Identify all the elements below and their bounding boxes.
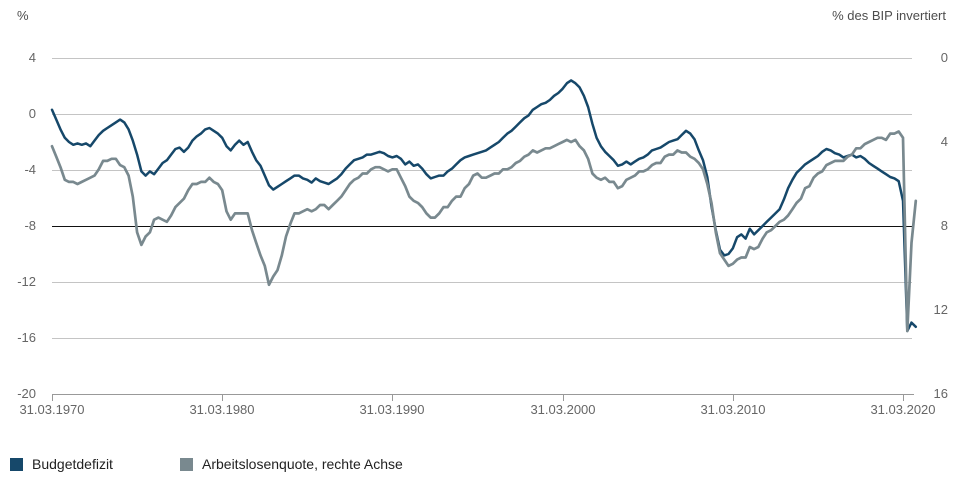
x-axis-tick	[903, 394, 904, 401]
x-tick-label: 31.03.2000	[530, 402, 596, 417]
right-tick-label: 16	[933, 386, 948, 401]
right-tick-label: 8	[940, 218, 948, 233]
right-axis-title: % des BIP invertiert	[832, 8, 946, 23]
legend-label: Budgetdefizit	[32, 456, 113, 472]
left-tick-label: 4	[28, 50, 36, 65]
x-tick-label: 31.03.2020	[870, 402, 936, 417]
x-axis-tick	[52, 394, 53, 401]
x-tick-label: 31.03.1970	[19, 402, 85, 417]
legend-item-budgetdefizit: Budgetdefizit	[10, 456, 113, 472]
x-tick-label: 31.03.1990	[359, 402, 425, 417]
left-tick-label: 0	[28, 106, 36, 121]
x-tick-label: 31.03.2010	[700, 402, 766, 417]
left-axis-title: %	[17, 8, 29, 23]
budget-deficit-line	[50, 79, 918, 333]
right-tick-label: 0	[940, 50, 948, 65]
x-axis-tick	[563, 394, 564, 401]
left-tick-label: -8	[24, 218, 36, 233]
right-tick-label: 4	[940, 134, 948, 149]
gridline	[52, 114, 912, 115]
x-axis-tick	[222, 394, 223, 401]
right-tick-label: 12	[933, 302, 948, 317]
gridline-emphasized	[52, 226, 912, 227]
x-axis-tick	[733, 394, 734, 401]
gridline	[52, 170, 912, 171]
left-tick-label: -12	[17, 274, 36, 289]
x-axis-line	[52, 394, 914, 395]
x-axis-tick	[392, 394, 393, 401]
legend-swatch-budgetdefizit	[10, 457, 23, 471]
left-tick-label: -20	[17, 386, 36, 401]
legend-item-arbeitslosenquote: Arbeitslosenquote, rechte Achse	[180, 456, 403, 472]
gridline	[52, 338, 912, 339]
left-tick-label: -4	[24, 162, 36, 177]
legend-swatch-arbeitslosenquote	[180, 457, 193, 471]
left-tick-label: -16	[17, 330, 36, 345]
unemployment-line	[50, 130, 918, 333]
legend-label: Arbeitslosenquote, rechte Achse	[202, 456, 403, 472]
x-tick-label: 31.03.1980	[189, 402, 255, 417]
gridline	[52, 282, 912, 283]
gridline	[52, 58, 912, 59]
